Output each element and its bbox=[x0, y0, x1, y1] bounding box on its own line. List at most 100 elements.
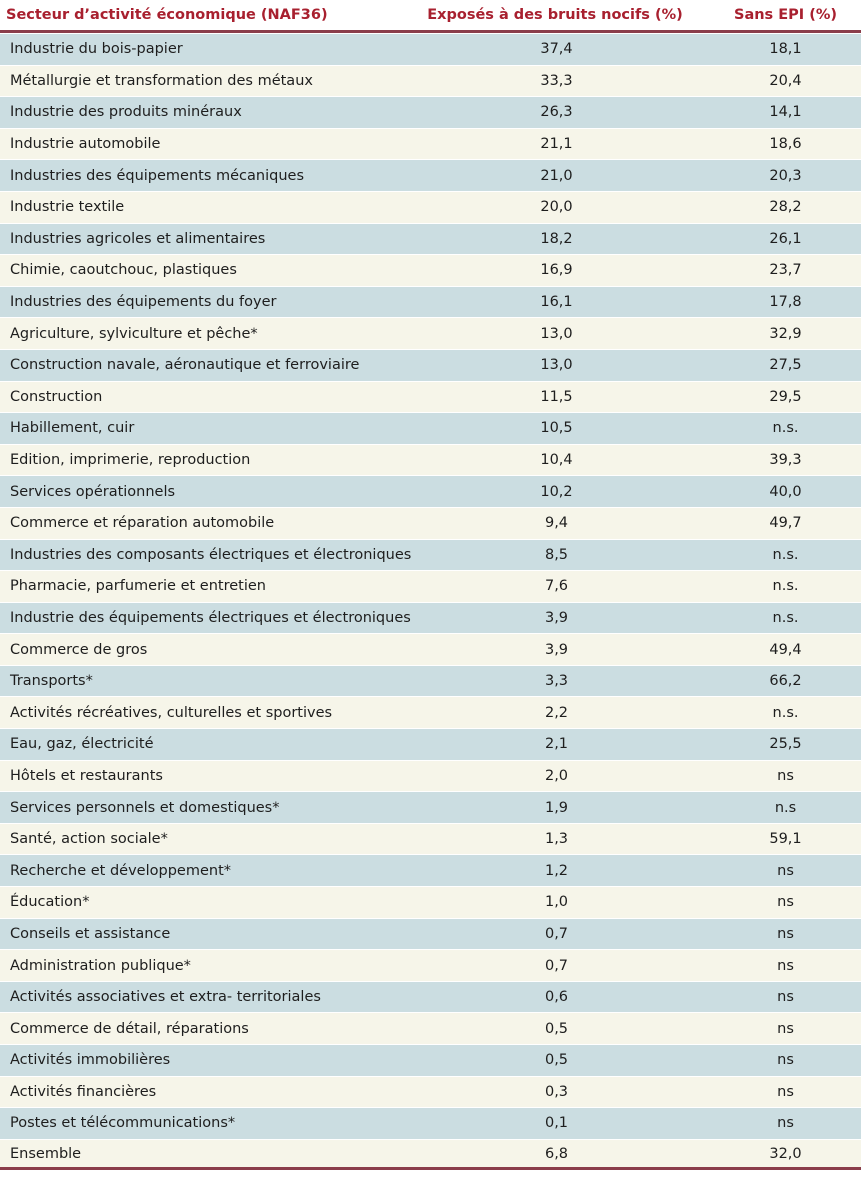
table-row: Recherche et développement* 1,2 ns bbox=[0, 854, 861, 887]
cell-exposed: 3,3 bbox=[544, 673, 569, 690]
cell-exposed: 0,7 bbox=[544, 957, 569, 974]
cell-exposed: 1,3 bbox=[544, 831, 569, 848]
cell-exposed: 0,5 bbox=[544, 1020, 569, 1037]
cell-sector: Chimie, caoutchouc, plastiques bbox=[10, 262, 237, 279]
cell-no-ppe: ns bbox=[777, 1052, 794, 1069]
cell-sector: Commerce de gros bbox=[10, 641, 148, 658]
cell-no-ppe: ns bbox=[777, 1115, 794, 1132]
cell-sector: Recherche et développement* bbox=[10, 862, 232, 879]
cell-exposed: 1,2 bbox=[544, 862, 569, 879]
cell-no-ppe: 25,5 bbox=[769, 736, 802, 753]
cell-no-ppe: 20,3 bbox=[769, 167, 802, 184]
cell-no-ppe: ns bbox=[777, 1083, 794, 1100]
cell-no-ppe: ns bbox=[777, 894, 794, 911]
table-row: Industrie du bois-papier 37,4 18,1 bbox=[0, 33, 861, 65]
cell-sector: Activités immobilières bbox=[10, 1052, 171, 1069]
table-row: Industrie des produits minéraux 26,3 14,1 bbox=[0, 96, 861, 128]
cell-sector: Agriculture, sylviculture et pêche* bbox=[10, 325, 258, 342]
table-row: Conseils et assistance 0,7 ns bbox=[0, 917, 861, 950]
table-row: Eau, gaz, électricité 2,1 25,5 bbox=[0, 728, 861, 760]
table-row: Transports* 3,3 66,2 bbox=[0, 664, 861, 697]
cell-no-ppe: 27,5 bbox=[769, 357, 802, 374]
cell-exposed: 10,4 bbox=[540, 452, 573, 469]
cell-no-ppe: 49,4 bbox=[769, 641, 802, 658]
table-row: Industries des équipements mécaniques 21,… bbox=[0, 159, 861, 191]
cell-sector: Métallurgie et transformation des métaux bbox=[10, 72, 313, 89]
table-row: Santé, action sociale* 1,3 59,1 bbox=[0, 822, 861, 855]
table-row: Activités immobilières 0,5 ns bbox=[0, 1044, 861, 1076]
table-row: Chimie, caoutchouc, plastiques 16,9 23,7 bbox=[0, 254, 861, 286]
cell-exposed: 10,2 bbox=[540, 483, 573, 500]
cell-no-ppe: 49,7 bbox=[769, 515, 802, 532]
cell-sector: Industrie du bois-papier bbox=[10, 41, 183, 58]
cell-exposed: 37,4 bbox=[540, 41, 573, 58]
cell-sector: Industries agricoles et alimentaires bbox=[10, 230, 266, 247]
table-row: Postes et télécommunications* 0,1 ns bbox=[0, 1107, 861, 1139]
cell-no-ppe: ns bbox=[777, 957, 794, 974]
cell-exposed: 9,4 bbox=[544, 515, 569, 532]
table-row: Agriculture, sylviculture et pêche* 13,0 3… bbox=[0, 317, 861, 349]
table-row: Industries des composants électriques et… bbox=[0, 538, 861, 571]
cell-exposed: 2,2 bbox=[544, 704, 569, 721]
cell-exposed: 0,7 bbox=[544, 925, 569, 942]
table-row: Activités associatives et extra- territo… bbox=[0, 980, 861, 1013]
cell-sector: Habillement, cuir bbox=[10, 420, 135, 437]
cell-no-ppe: 17,8 bbox=[769, 294, 802, 311]
cell-no-ppe: ns bbox=[777, 1020, 794, 1037]
cell-exposed: 3,9 bbox=[544, 641, 569, 658]
cell-no-ppe: n.s. bbox=[772, 609, 799, 626]
cell-sector: Activités récréatives, culturelles et sp… bbox=[10, 704, 333, 721]
cell-exposed: 16,1 bbox=[540, 294, 573, 311]
cell-no-ppe: n.s. bbox=[772, 420, 799, 437]
cell-sector: Commerce de détail, réparations bbox=[10, 1020, 249, 1037]
cell-sector: Industries des équipements mécaniques bbox=[10, 167, 305, 184]
table-row: Construction 11,5 29,5 bbox=[0, 380, 861, 413]
cell-no-ppe: 23,7 bbox=[769, 262, 802, 279]
cell-sector: Services personnels et domestiques* bbox=[10, 799, 280, 816]
table-row: Administration publique* 0,7 ns bbox=[0, 949, 861, 981]
cell-no-ppe: ns bbox=[777, 862, 794, 879]
header-no-ppe: Sans EPI (%) bbox=[734, 7, 837, 23]
cell-exposed: 13,0 bbox=[540, 357, 573, 374]
cell-exposed: 7,6 bbox=[544, 578, 569, 595]
cell-sector: Conseils et assistance bbox=[10, 925, 171, 942]
table-row: Activités récréatives, culturelles et sp… bbox=[0, 696, 861, 729]
cell-sector: Activités associatives et extra- territo… bbox=[10, 989, 321, 1006]
cell-no-ppe: n.s. bbox=[772, 578, 799, 595]
cell-no-ppe: 18,6 bbox=[769, 136, 802, 153]
cell-sector: Postes et télécommunications* bbox=[10, 1115, 236, 1132]
cell-exposed: 1,0 bbox=[544, 894, 569, 911]
cell-no-ppe: 26,1 bbox=[769, 230, 802, 247]
cell-sector: Santé, action sociale* bbox=[10, 831, 168, 848]
table-row: Commerce et réparation automobile 9,4 49,7 bbox=[0, 506, 861, 539]
header-sector: Secteur d’activité économique (NAF36) bbox=[6, 7, 328, 23]
cell-exposed: 1,9 bbox=[544, 799, 569, 816]
cell-exposed: 10,5 bbox=[540, 420, 573, 437]
cell-sector: Industrie des équipements électriques et… bbox=[10, 609, 411, 626]
cell-exposed: 0,1 bbox=[544, 1115, 569, 1132]
table-row: Hôtels et restaurants 2,0 ns bbox=[0, 759, 861, 792]
cell-no-ppe: 28,2 bbox=[769, 199, 802, 216]
table-row: Services opérationnels 10,2 40,0 bbox=[0, 475, 861, 507]
table-row: Industrie des équipements électriques et… bbox=[0, 601, 861, 634]
cell-exposed: 20,0 bbox=[540, 199, 573, 216]
cell-sector: Edition, imprimerie, reproduction bbox=[10, 452, 251, 469]
cell-exposed: 21,1 bbox=[540, 136, 573, 153]
cell-exposed: 0,5 bbox=[544, 1052, 569, 1069]
cell-sector: Industrie des produits minéraux bbox=[10, 104, 242, 121]
cell-sector: Commerce et réparation automobile bbox=[10, 515, 275, 532]
cell-no-ppe: 32,9 bbox=[769, 325, 802, 342]
cell-sector: Éducation* bbox=[10, 894, 90, 911]
cell-exposed: 21,0 bbox=[540, 167, 573, 184]
table-row: Activités financières 0,3 ns bbox=[0, 1075, 861, 1108]
cell-sector: Construction navale, aéronautique et fer… bbox=[10, 357, 360, 374]
table-row: Commerce de détail, réparations 0,5 ns bbox=[0, 1012, 861, 1044]
cell-exposed: 16,9 bbox=[540, 262, 573, 279]
cell-no-ppe: ns bbox=[777, 989, 794, 1006]
table-row: Éducation* 1,0 ns bbox=[0, 886, 861, 918]
cell-sector: Administration publique* bbox=[10, 957, 191, 974]
cell-no-ppe: 18,1 bbox=[769, 41, 802, 58]
cell-sector: Industrie automobile bbox=[10, 136, 161, 153]
cell-sector: Services opérationnels bbox=[10, 483, 176, 500]
table-row-total: Ensemble 6,8 32,0 bbox=[0, 1138, 861, 1171]
